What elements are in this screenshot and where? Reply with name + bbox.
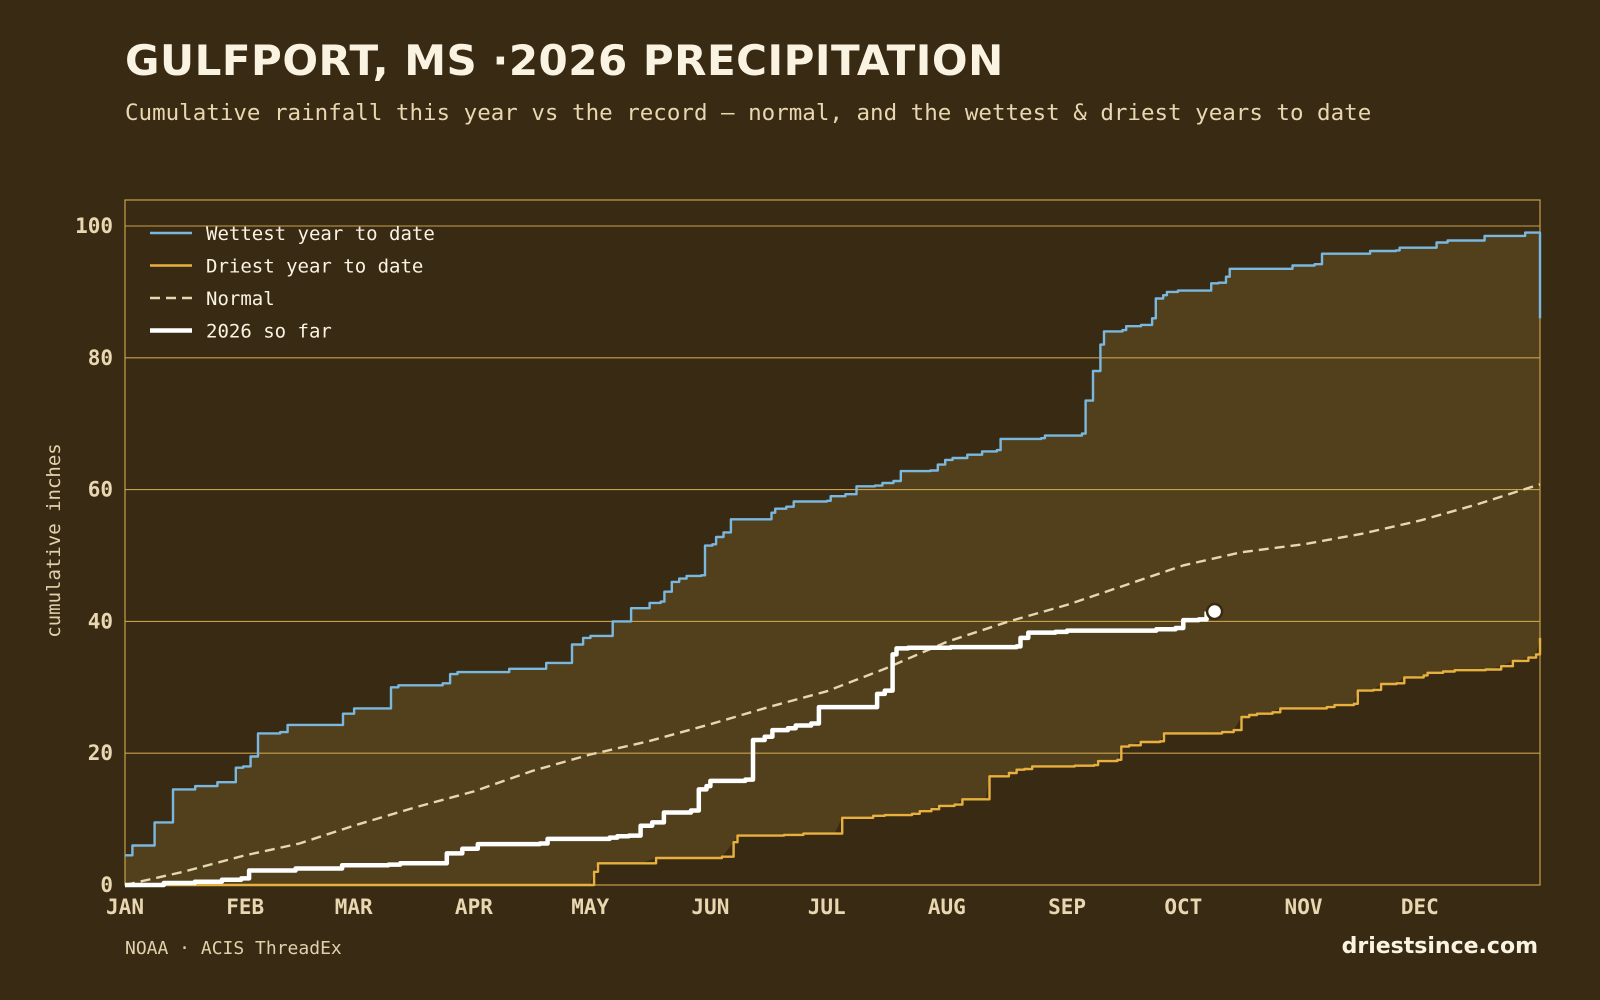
axes: 0 20 40 60 80 100 JAN FEB MAR APR MAY JUN JUL AUG SEP O…: [43, 214, 1439, 919]
x-tick-label: JUN: [691, 895, 729, 919]
x-tick-label: NOV: [1285, 895, 1323, 919]
record-band: [125, 232, 1540, 886]
x-tick-label: JUL: [808, 895, 846, 919]
legend-item-label: Driest year to date: [206, 256, 423, 278]
x-tick-label: MAR: [335, 895, 373, 919]
brand-link[interactable]: driestsince.com: [1341, 934, 1538, 959]
y-axis-label: cumulative inches: [43, 443, 65, 637]
y-tick-label: 80: [88, 346, 113, 370]
series-lines: [124, 231, 1542, 888]
normal-line: [124, 483, 1541, 887]
legend-item-label: 2026 so far: [206, 321, 332, 343]
current-year-line: [125, 611, 1209, 888]
legend-item-label: Wettest year to date: [206, 223, 435, 245]
x-tick-label: APR: [455, 895, 493, 919]
x-tick-label: SEP: [1048, 895, 1086, 919]
x-tick-label: JAN: [106, 895, 144, 919]
legend: Wettest year to date Driest year to date N…: [150, 223, 435, 343]
y-tick-label: 100: [75, 214, 113, 238]
x-tick-label: AUG: [928, 895, 966, 919]
record-band-fill: [125, 232, 1540, 886]
chart-title: GULFPORT, MS ·2026 PRECIPITATION: [125, 36, 1004, 85]
x-tick-label: OCT: [1164, 895, 1202, 919]
wettest-line: [125, 231, 1542, 857]
y-tick-label: 0: [100, 873, 113, 897]
chart-subtitle: Cumulative rainfall this year vs the rec…: [125, 100, 1372, 126]
legend-item-label: Normal: [206, 288, 275, 310]
y-tick-label: 60: [88, 478, 113, 502]
gridlines: [124, 199, 1541, 886]
driest-line: [125, 637, 1542, 887]
source-note: NOAA · ACIS ThreadEx: [125, 938, 342, 959]
y-tick-label: 20: [88, 741, 113, 765]
x-tick-label: MAY: [571, 895, 609, 919]
x-tick-label: FEB: [226, 895, 264, 919]
x-tick-label: DEC: [1401, 895, 1439, 919]
current-year-marker: [1205, 602, 1224, 621]
y-tick-label: 40: [88, 609, 113, 633]
